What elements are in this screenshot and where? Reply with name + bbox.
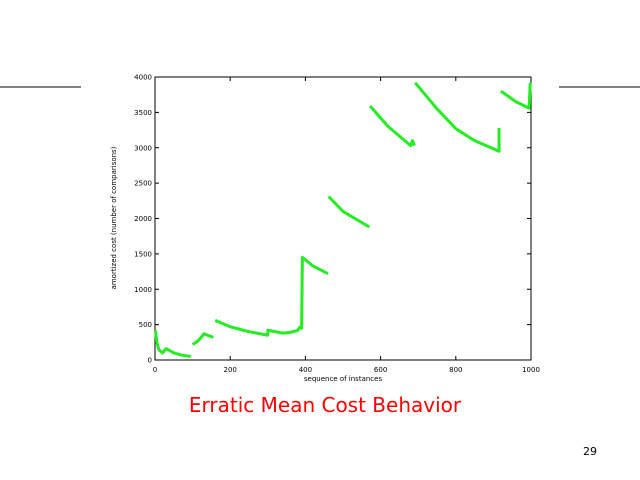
- y-tick-label: 2500: [134, 180, 152, 188]
- y-tick-label: 500: [139, 321, 152, 329]
- caption: Erratic Mean Cost Behavior: [189, 393, 462, 417]
- y-tick-label: 1000: [134, 286, 152, 294]
- data-line: [153, 81, 532, 358]
- x-tick-label: 800: [449, 366, 462, 374]
- plot-frame: [154, 76, 532, 361]
- x-tick-label: 1000: [522, 366, 540, 374]
- x-tick-label: 0: [153, 366, 157, 374]
- x-axis-label: sequence of instances: [304, 375, 383, 383]
- y-tick-label: 3500: [134, 109, 152, 117]
- y-tick-label: 1500: [134, 250, 152, 258]
- y-tick-label: 4000: [134, 74, 152, 82]
- y-tick-label: 3000: [134, 144, 152, 152]
- x-tick-label: 600: [374, 366, 387, 374]
- x-tick-label: 200: [224, 366, 237, 374]
- y-tick-label: 0: [148, 357, 152, 365]
- y-axis-label: amortized cost (number of comparisons): [110, 146, 118, 289]
- y-tick-label: 2000: [134, 215, 152, 223]
- page-number: 29: [583, 445, 597, 458]
- x-tick-label: 400: [299, 366, 312, 374]
